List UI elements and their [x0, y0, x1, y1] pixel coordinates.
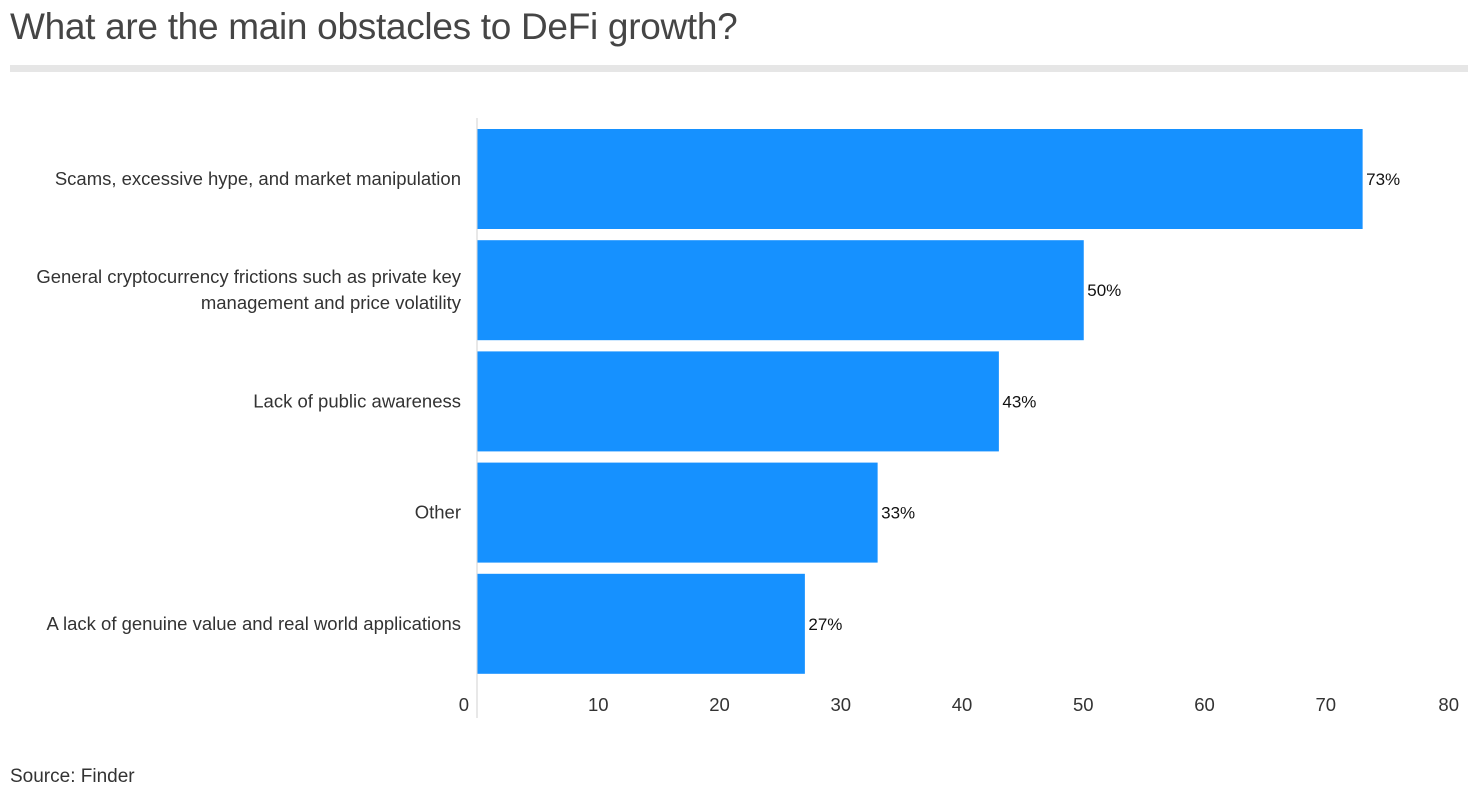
- bar: [477, 129, 1363, 229]
- x-tick-label: 10: [588, 694, 609, 715]
- x-tick-label: 0: [459, 694, 469, 715]
- title-divider: [10, 65, 1468, 72]
- bar: [477, 240, 1084, 341]
- bar: [477, 351, 999, 452]
- category-label: Lack of public awareness: [253, 390, 461, 411]
- x-tick-label: 80: [1438, 694, 1459, 715]
- x-tick-label: 70: [1315, 694, 1336, 715]
- bar: [477, 573, 805, 674]
- category-label: General cryptocurrency frictions such as…: [36, 266, 461, 287]
- chart-title: What are the main obstacles to DeFi grow…: [10, 6, 738, 47]
- x-tick-label: 30: [830, 694, 851, 715]
- category-label: Other: [415, 502, 461, 523]
- data-label: 50%: [1087, 281, 1121, 300]
- data-label: 73%: [1366, 170, 1400, 189]
- x-tick-label: 40: [952, 694, 973, 715]
- category-label: A lack of genuine value and real world a…: [47, 613, 461, 634]
- bar-chart: 73% Scams, excessive hype, and market man…: [36, 118, 1459, 718]
- bar: [477, 462, 878, 563]
- data-label: 27%: [808, 615, 842, 634]
- source-note: Source: Finder: [10, 766, 135, 787]
- x-tick-label: 50: [1073, 694, 1094, 715]
- category-label: Scams, excessive hype, and market manipu…: [55, 168, 461, 189]
- category-label: management and price volatility: [201, 292, 462, 313]
- x-tick-label: 20: [709, 694, 730, 715]
- data-label: 43%: [1002, 392, 1036, 411]
- x-tick-label: 60: [1194, 694, 1215, 715]
- data-label: 33%: [881, 504, 915, 523]
